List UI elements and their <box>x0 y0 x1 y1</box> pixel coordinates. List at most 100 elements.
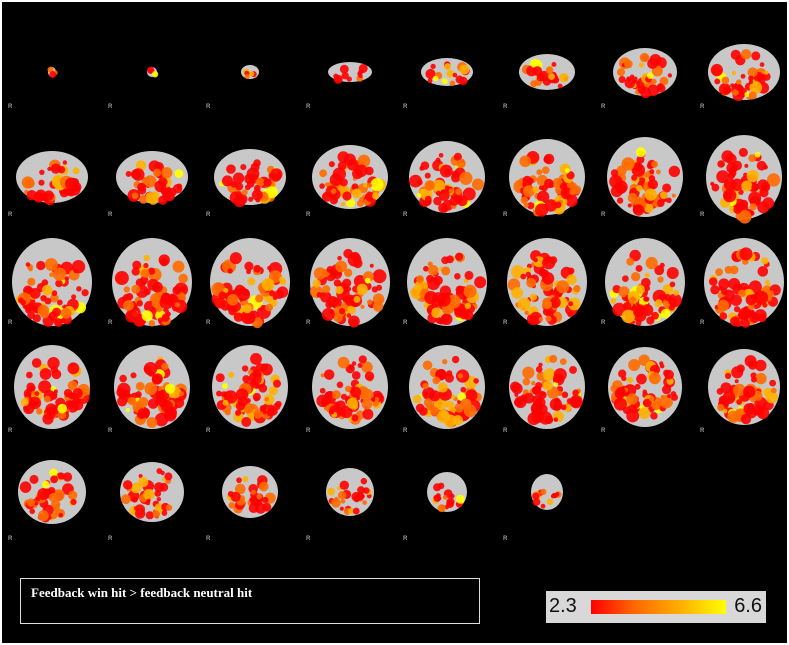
brain-slice <box>605 238 685 326</box>
activation-blob <box>419 165 425 171</box>
activation-blob <box>269 290 276 297</box>
activation-blob <box>636 373 647 385</box>
activation-blob <box>762 72 771 81</box>
activation-blob <box>748 91 757 100</box>
activation-blob <box>320 291 332 303</box>
activation-blob <box>459 171 473 185</box>
activation-blob <box>38 380 52 394</box>
activation-blob <box>524 310 530 315</box>
activation-blob <box>635 311 640 317</box>
activation-blob <box>52 307 62 317</box>
brain-slice <box>613 48 677 99</box>
activation-blob <box>727 410 740 423</box>
activation-blob <box>710 63 724 77</box>
activation-blob <box>416 275 424 284</box>
activation-blob <box>312 279 321 288</box>
activation-blob <box>344 385 352 393</box>
activation-blob <box>361 398 373 410</box>
orientation-label-r: R <box>601 320 606 326</box>
activation-blob <box>156 391 165 401</box>
activation-blob <box>532 385 542 396</box>
activation-blob <box>430 63 436 70</box>
activation-blob <box>172 260 185 273</box>
brain-slice <box>14 345 90 429</box>
activation-blob <box>158 398 169 408</box>
activation-blob <box>716 388 724 395</box>
activation-blob <box>76 286 82 292</box>
activation-blob <box>618 76 626 84</box>
activation-blob <box>27 311 36 320</box>
activation-blob <box>43 395 51 403</box>
activation-blob <box>636 185 643 192</box>
activation-blob <box>454 308 464 318</box>
activation-blob <box>561 391 569 399</box>
activation-blob <box>662 183 672 193</box>
colorbar: 2.3 6.6 <box>546 591 766 623</box>
activation-blob <box>253 264 262 273</box>
activation-blob <box>610 169 619 177</box>
activation-blob <box>559 358 567 365</box>
activation-blob <box>520 196 529 204</box>
activation-blob <box>762 197 775 209</box>
activation-blob <box>372 301 384 312</box>
orientation-label-r: R <box>700 428 705 434</box>
activation-blob <box>255 294 264 303</box>
activation-blob <box>729 316 740 327</box>
activation-blob <box>425 68 436 80</box>
activation-blob <box>646 316 655 325</box>
activation-blob <box>136 300 143 307</box>
activation-blob <box>57 403 68 414</box>
activation-blob <box>265 303 273 312</box>
orientation-label-r: R <box>503 320 508 326</box>
activation-blob <box>158 195 168 205</box>
activation-blob <box>156 163 162 169</box>
activation-blob <box>172 285 182 295</box>
activation-blob <box>650 412 658 420</box>
activation-blob <box>143 488 155 501</box>
activation-blob <box>766 290 775 298</box>
activation-blob <box>56 299 63 306</box>
activation-blob <box>241 417 252 427</box>
activation-blob <box>616 197 624 204</box>
activation-blob <box>151 373 163 385</box>
activation-blob <box>749 312 760 323</box>
brain-slice <box>706 135 782 224</box>
activation-blob <box>154 482 165 493</box>
brain-slice <box>312 145 388 209</box>
activation-blob <box>242 304 252 314</box>
activation-blob <box>41 480 50 489</box>
activation-blob <box>465 389 478 402</box>
activation-blob <box>138 476 149 488</box>
activation-blob <box>151 388 156 393</box>
activation-blob <box>669 281 676 288</box>
activation-blob <box>559 72 569 83</box>
activation-blob <box>270 168 283 181</box>
orientation-label-r: R <box>306 104 311 110</box>
activation-blob <box>156 496 162 502</box>
activation-blob <box>710 285 720 295</box>
colorbar-gradient <box>591 600 726 614</box>
activation-blob <box>717 160 725 168</box>
activation-blob <box>533 257 539 263</box>
activation-blob <box>351 188 362 199</box>
activation-blob <box>147 194 159 205</box>
activation-blob <box>424 180 435 191</box>
activation-blob <box>122 480 133 490</box>
activation-blob <box>248 196 254 202</box>
orientation-label-r: R <box>8 212 13 218</box>
activation-blob <box>671 394 678 401</box>
orientation-label-r: R <box>403 212 408 218</box>
brain-slice <box>18 460 86 524</box>
activation-blob <box>426 274 435 283</box>
activation-blob <box>543 155 551 164</box>
brain-slice <box>607 137 683 217</box>
activation-blob <box>641 304 654 317</box>
activation-blob <box>36 408 43 415</box>
activation-blob <box>728 277 741 290</box>
activation-blob <box>651 78 657 85</box>
orientation-label-r: R <box>206 104 211 110</box>
activation-blob <box>155 304 163 313</box>
activation-blob <box>626 257 635 266</box>
activation-blob <box>344 268 353 277</box>
activation-blob <box>661 385 672 395</box>
